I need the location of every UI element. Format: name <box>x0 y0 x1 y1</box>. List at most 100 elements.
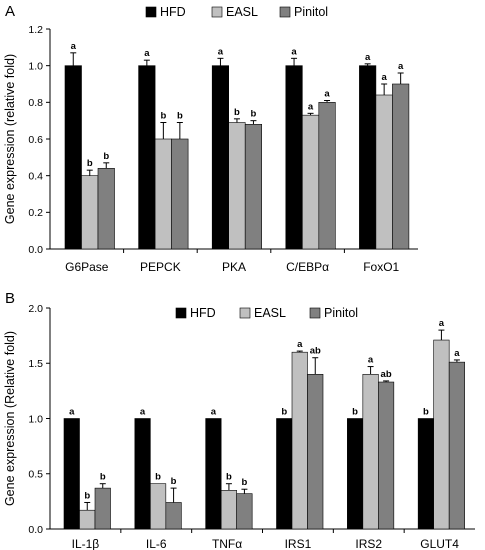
significance-label: ab <box>381 369 392 380</box>
legend-label: Pinitol <box>324 306 358 320</box>
bar-hfd <box>417 418 434 530</box>
significance-label: a <box>365 52 371 63</box>
bar-hfd <box>138 65 156 250</box>
legend: HFD EASL Pinitol <box>175 306 358 320</box>
bar-easl <box>228 122 246 250</box>
chart-panel-b: B Gene expression (Relative fold) 0.0 0.5 1.… <box>3 290 475 550</box>
panel-label: A <box>5 3 15 20</box>
significance-label: b <box>281 407 287 418</box>
significance-label: b <box>352 407 358 418</box>
y-tick-label: 0.4 <box>28 170 43 182</box>
legend-swatch-hfd <box>175 307 187 319</box>
legend-swatch-easl <box>211 6 223 18</box>
x-tick-label: PKA <box>222 260 246 274</box>
significance-label: a <box>308 101 314 112</box>
legend-swatch-hfd <box>145 6 157 18</box>
y-tick-label: 0.0 <box>28 244 43 256</box>
x-tick-label: IL-6 <box>146 537 167 550</box>
significance-label: a <box>439 318 445 329</box>
significance-label: a <box>297 339 303 350</box>
significance-label: a <box>71 41 77 52</box>
legend-label: EASL <box>226 5 258 19</box>
significance-label: a <box>69 407 75 418</box>
bar-pinitol <box>448 361 465 530</box>
x-tick-label: TNFα <box>212 537 242 550</box>
y-tick-label: 0.8 <box>28 97 43 109</box>
bar-easl <box>79 509 96 530</box>
significance-label: b <box>100 472 106 483</box>
significance-label: a <box>211 407 217 418</box>
bar-hfd <box>205 418 222 530</box>
legend-swatch-easl <box>239 307 251 319</box>
significance-label: b <box>171 476 177 487</box>
bar-easl <box>291 351 308 530</box>
significance-label: b <box>242 477 248 488</box>
bar-easl <box>433 339 450 530</box>
bar-pinitol <box>165 502 182 530</box>
y-tick-label: 0.5 <box>28 469 43 481</box>
y-tick-label: 0.2 <box>28 207 43 219</box>
significance-label: a <box>398 61 404 72</box>
y-tick-label: 1.2 <box>28 24 43 36</box>
legend-label: Pinitol <box>294 5 328 19</box>
significance-label: b <box>155 472 161 483</box>
significance-label: b <box>251 109 257 120</box>
chart-panel-a: A Gene expression (relative fold) 0.0 0.2 0.… <box>3 3 418 274</box>
significance-label: b <box>226 472 232 483</box>
bar-easl <box>154 138 172 250</box>
panel-label: B <box>5 290 15 307</box>
bar-hfd <box>359 65 377 250</box>
bar-pinitol <box>378 381 395 530</box>
significance-label: b <box>423 407 429 418</box>
y-tick-label: 0.0 <box>28 524 43 536</box>
bar-hfd <box>347 418 364 530</box>
bar-hfd <box>276 418 293 530</box>
significance-label: b <box>177 111 183 122</box>
x-tick-label: IL-1β <box>72 537 100 550</box>
legend-swatch-pinitol <box>309 307 321 319</box>
significance-label: a <box>218 46 224 57</box>
bar-pinitol <box>97 168 115 250</box>
bar-easl <box>220 490 237 530</box>
bar-pinitol <box>318 102 336 250</box>
legend-label: HFD <box>190 306 216 320</box>
significance-label: b <box>160 111 166 122</box>
x-tick-label: IRS2 <box>355 537 382 550</box>
x-tick-label: FoxO1 <box>363 260 399 274</box>
significance-label: a <box>324 89 330 100</box>
significance-label: a <box>368 355 374 366</box>
y-tick-label: 1.0 <box>28 413 43 425</box>
significance-label: b <box>87 158 93 169</box>
y-tick-label: 1.0 <box>28 60 43 72</box>
bar-easl <box>150 483 167 530</box>
bar-easl <box>301 114 320 250</box>
significance-label: b <box>103 151 109 162</box>
y-axis-title: Gene expression (relative fold) <box>3 54 17 224</box>
significance-label: ab <box>310 346 321 357</box>
bar-hfd <box>134 418 151 530</box>
x-tick-label: IRS1 <box>285 537 312 550</box>
legend: HFD EASL Pinitol <box>145 5 328 19</box>
legend-label: EASL <box>254 306 286 320</box>
bar-pinitol <box>171 138 189 250</box>
x-tick-label: C/EBPα <box>286 260 329 274</box>
significance-label: a <box>140 407 146 418</box>
y-tick-label: 1.5 <box>28 358 43 370</box>
bar-hfd <box>211 65 229 250</box>
legend-swatch-pinitol <box>279 6 291 18</box>
x-tick-label: PEPCK <box>140 260 181 274</box>
legend-label: HFD <box>160 5 186 19</box>
significance-label: b <box>234 107 240 118</box>
bar-easl <box>362 373 379 530</box>
y-axis-title: Gene expression (Relative fold) <box>3 331 17 506</box>
bar-pinitol <box>392 83 410 250</box>
y-tick-label: 0.6 <box>28 134 43 146</box>
bar-pinitol <box>236 493 253 530</box>
bar-easl <box>375 94 393 250</box>
x-tick-label: G6Pase <box>65 260 109 274</box>
significance-label: b <box>84 490 90 501</box>
significance-label: a <box>291 46 297 57</box>
bar-hfd <box>64 65 82 250</box>
significance-label: a <box>382 72 388 83</box>
